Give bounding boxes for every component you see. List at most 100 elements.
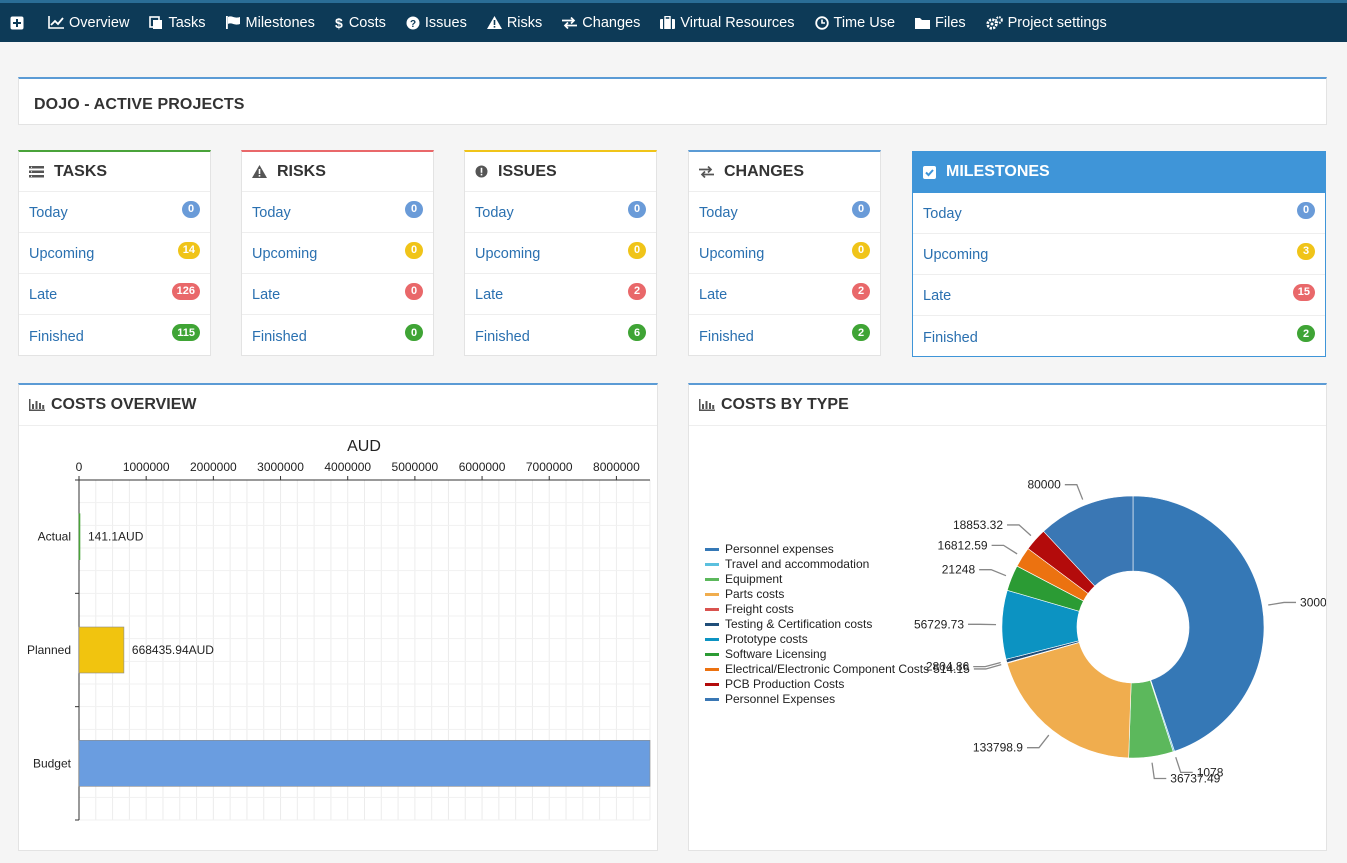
legend-label: Equipment — [725, 572, 783, 586]
legend-label: Software Licensing — [725, 647, 826, 661]
bar-chart-icon — [699, 399, 715, 411]
costs-by-type-header: COSTS BY TYPE — [689, 385, 1326, 426]
milestones-row-today[interactable]: Today 0 — [913, 193, 1325, 234]
risks-row-today[interactable]: Today 0 — [242, 192, 433, 233]
row-label: Upcoming — [923, 247, 989, 263]
row-label: Upcoming — [699, 246, 765, 262]
costs-overview-panel: COSTS OVERVIEW AUD 0 1000000 2000000 3000000… — [18, 383, 658, 851]
risks-row-upcoming[interactable]: Upcoming 0 — [242, 233, 433, 274]
costs-overview-header: COSTS OVERVIEW — [19, 385, 657, 426]
label-leader — [1268, 601, 1297, 606]
page-title: DOJO - ACTIVE PROJECTS — [34, 96, 245, 113]
risks-row-late[interactable]: Late 0 — [242, 274, 433, 315]
page-title-panel: DOJO - ACTIVE PROJECTS — [18, 77, 1327, 125]
issues-row-late[interactable]: Late 2 — [465, 274, 656, 315]
legend-swatch — [705, 593, 719, 596]
row-label: Today — [923, 206, 962, 222]
label-leader — [1151, 762, 1167, 780]
count-badge: 2 — [1297, 325, 1315, 342]
legend-label: Electrical/Electronic Component Costs — [725, 662, 929, 676]
slice-label: 514.15 — [933, 662, 970, 676]
changes-row-today[interactable]: Today 0 — [689, 192, 880, 233]
nav-overview[interactable]: Overview — [38, 3, 139, 42]
risks-card-header: RISKS — [242, 152, 433, 192]
milestones-row-finished[interactable]: Finished 2 — [913, 316, 1325, 357]
milestones-row-upcoming[interactable]: Upcoming 3 — [913, 234, 1325, 275]
nav-risks[interactable]: Risks — [477, 3, 552, 42]
issues-card-header: ISSUES — [465, 152, 656, 192]
count-badge: 0 — [628, 200, 646, 218]
count-badge: 0 — [628, 241, 646, 259]
check-square-icon — [923, 165, 941, 179]
count-badge: 15 — [1292, 283, 1315, 301]
tasks-row-finished[interactable]: Finished 115 — [19, 315, 210, 356]
bar-chart-icon — [29, 399, 45, 411]
nav-label: Risks — [506, 14, 543, 31]
nav-label: Files — [935, 14, 966, 31]
warning-icon — [252, 165, 272, 178]
slice-label: 3000 — [1300, 595, 1326, 609]
count-badge: 115 — [172, 324, 200, 341]
legend-swatch — [705, 653, 719, 656]
label-leader — [973, 663, 1002, 670]
x-tick-label: 6000000 — [459, 460, 506, 474]
nav-issues[interactable]: ? Issues — [396, 3, 477, 42]
row-label: Upcoming — [475, 246, 541, 262]
issues-row-upcoming[interactable]: Upcoming 0 — [465, 233, 656, 274]
nav-label: Overview — [69, 14, 130, 31]
tasks-row-upcoming[interactable]: Upcoming 14 — [19, 233, 210, 274]
slice-label: 1078 — [1197, 765, 1224, 779]
nav-time-use[interactable]: Time Use — [805, 3, 906, 42]
slice-label: 80000 — [1027, 478, 1061, 492]
x-tick-label: 2000000 — [190, 460, 237, 474]
row-label: Finished — [475, 328, 530, 345]
nav-label: Costs — [348, 14, 386, 31]
issues-row-finished[interactable]: Finished 6 — [465, 315, 656, 356]
changes-row-upcoming[interactable]: Upcoming 0 — [689, 233, 880, 274]
x-tick-label: 8000000 — [593, 460, 640, 474]
cogs-icon — [986, 15, 1008, 30]
exchange-icon — [699, 165, 719, 178]
nav-label: Project settings — [1007, 14, 1107, 31]
briefcase-icon — [660, 16, 680, 29]
count-badge: 2 — [852, 282, 870, 300]
nav-project-settings[interactable]: Project settings — [976, 3, 1117, 42]
costs-overview-title: COSTS OVERVIEW — [51, 396, 197, 413]
legend-label: Parts costs — [725, 587, 784, 601]
changes-row-late[interactable]: Late 2 — [689, 274, 880, 315]
count-badge: 126 — [171, 282, 200, 300]
nav-changes[interactable]: Changes — [552, 3, 650, 42]
nav-tasks[interactable]: Tasks — [139, 3, 215, 42]
risks-card: RISKS Today 0 Upcoming 0 Late 0 Finished 0 — [241, 150, 434, 356]
dollar-icon: $ — [335, 16, 349, 30]
risks-row-finished[interactable]: Finished 0 — [242, 315, 433, 356]
count-badge: 0 — [1297, 201, 1315, 219]
tasks-card: TASKS Today 0 Upcoming 14 Late 126 Finished 115 — [18, 150, 211, 356]
label-leader — [1026, 734, 1050, 749]
slice-label: 133798.9 — [973, 741, 1023, 755]
nav-milestones[interactable]: Milestones — [216, 3, 325, 42]
tasks-row-today[interactable]: Today 0 — [19, 192, 210, 233]
milestones-row-late[interactable]: Late 15 — [913, 275, 1325, 316]
nav-virtual-resources[interactable]: Virtual Resources — [650, 3, 804, 42]
legend-label: Prototype costs — [725, 632, 808, 646]
nav-files[interactable]: Files — [905, 3, 976, 42]
nav-label: Issues — [424, 14, 467, 31]
nav-costs[interactable]: $ Costs — [325, 3, 396, 42]
chart-title: AUD — [347, 438, 381, 455]
list-icon — [29, 165, 49, 178]
legend-swatch — [705, 608, 719, 611]
changes-row-finished[interactable]: Finished 2 — [689, 315, 880, 356]
issues-row-today[interactable]: Today 0 — [465, 192, 656, 233]
row-label: Finished — [699, 328, 754, 345]
legend-swatch — [705, 698, 719, 701]
label-leader — [991, 544, 1018, 555]
row-label: Today — [29, 205, 68, 221]
category-label: Actual — [38, 530, 71, 544]
nav-add[interactable] — [0, 3, 38, 42]
milestones-card: MILESTONES Today 0 Upcoming 3 Late 15 Finished 2 — [912, 151, 1326, 357]
row-label: Finished — [29, 328, 84, 345]
exchange-icon — [562, 16, 582, 29]
tasks-row-late[interactable]: Late 126 — [19, 274, 210, 315]
